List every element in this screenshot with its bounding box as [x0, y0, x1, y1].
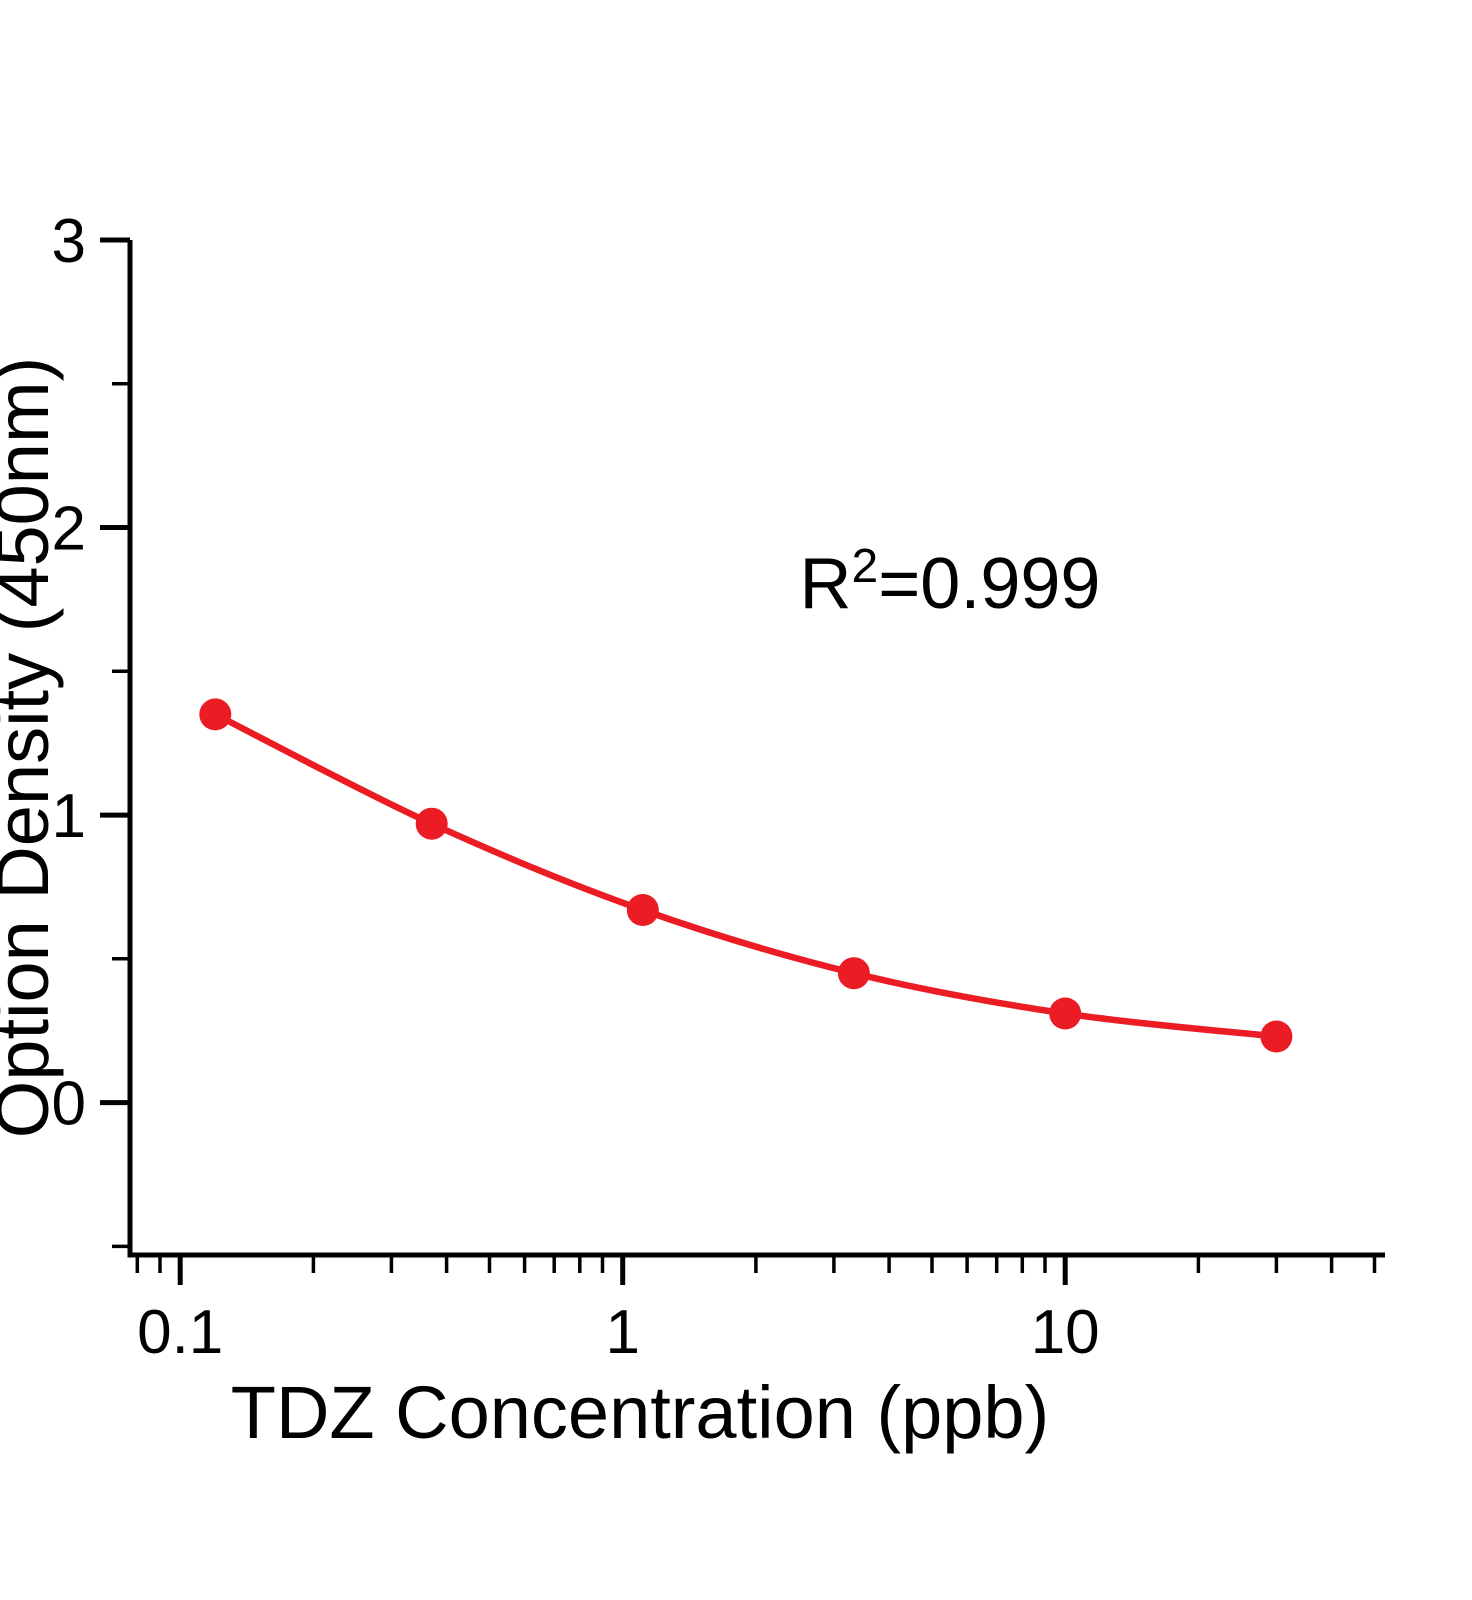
y-tick-label: 0	[52, 1070, 86, 1139]
data-point	[199, 698, 232, 731]
data-point	[1049, 997, 1082, 1030]
data-point	[415, 807, 448, 840]
y-axis-title: Option Density (450nm)	[0, 357, 64, 1138]
data-point	[837, 957, 870, 990]
series-line	[213, 711, 1277, 1040]
x-tick-label: 1	[605, 1298, 639, 1367]
x-tick-label: 10	[1031, 1298, 1100, 1367]
x-axis-title: TDZ Concentration (ppb)	[231, 1371, 1049, 1454]
r-squared-annotation: R2=0.999	[800, 540, 1101, 624]
x-tick-label: 0.1	[137, 1298, 223, 1367]
data-point	[1260, 1020, 1293, 1053]
data-point	[626, 894, 659, 926]
y-tick-label: 2	[52, 495, 86, 564]
y-tick-label: 3	[52, 207, 86, 276]
y-tick-label: 1	[52, 782, 86, 851]
